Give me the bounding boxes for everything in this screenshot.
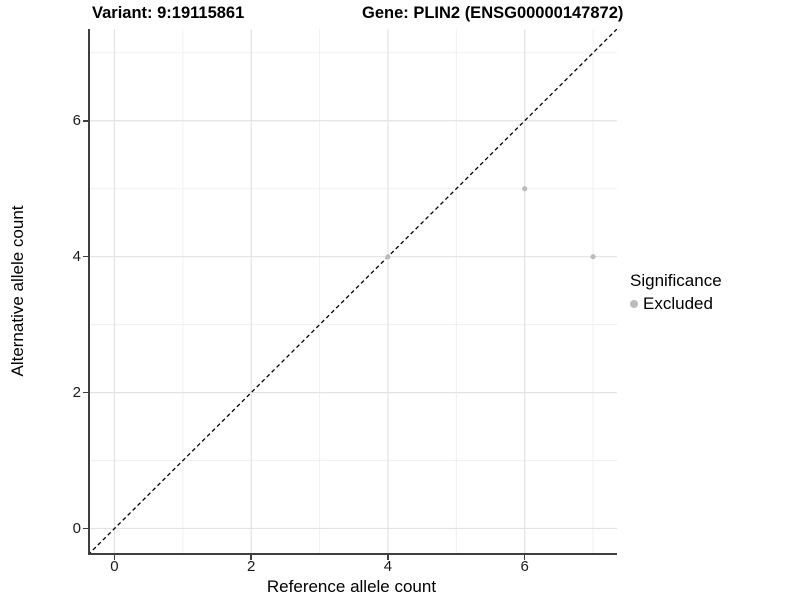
data-point: [385, 254, 391, 260]
plot-panel: [88, 29, 617, 555]
y-tick-mark: [83, 391, 88, 394]
plot-canvas: [90, 29, 617, 553]
x-tick-mark: [387, 555, 389, 560]
data-point: [522, 186, 528, 192]
data-point: [590, 254, 596, 260]
x-tick-mark: [113, 555, 116, 560]
x-tick-label: 2: [247, 558, 256, 575]
x-tick-mark: [250, 555, 252, 560]
x-tick-label: 4: [383, 558, 393, 575]
y-tick-label: 0: [72, 519, 81, 537]
legend-title: Significance: [630, 271, 722, 290]
y-tick-mark: [83, 120, 88, 122]
x-tick-label: 0: [110, 558, 119, 575]
identity-dashed-line: [90, 29, 617, 553]
plot-title-gene: Gene: PLIN2 (ENSG00000147872): [362, 4, 624, 22]
y-tick-label: 2: [72, 383, 81, 401]
y-axis-title: Alternative allele count: [8, 205, 27, 377]
legend-item-label: Excluded: [643, 294, 713, 313]
legend: Significance Excluded: [630, 271, 722, 314]
legend-item-excluded: Excluded: [630, 294, 722, 314]
x-axis-title: Reference allele count: [266, 577, 437, 596]
y-tick-mark: [83, 527, 88, 530]
y-tick-label: 6: [72, 111, 81, 129]
excluded-point-icon: [630, 300, 638, 308]
plot-title-variant: Variant: 9:19115861: [92, 4, 245, 22]
x-tick-label: 6: [520, 558, 529, 575]
y-tick-label: 4: [72, 247, 81, 265]
x-tick-mark: [523, 555, 526, 560]
y-tick-mark: [83, 255, 88, 258]
